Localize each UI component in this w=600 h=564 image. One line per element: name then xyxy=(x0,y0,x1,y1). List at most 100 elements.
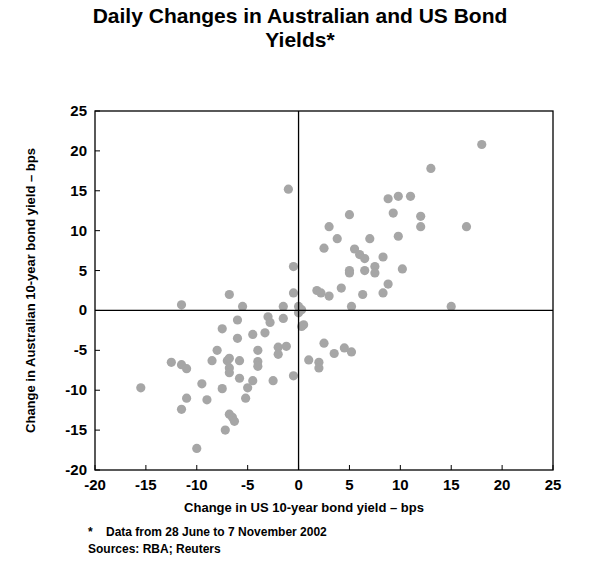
point xyxy=(319,244,328,253)
point xyxy=(398,264,407,273)
point xyxy=(426,164,435,173)
point xyxy=(218,384,227,393)
point xyxy=(136,383,145,392)
point xyxy=(406,192,415,201)
point xyxy=(182,364,191,373)
point xyxy=(289,262,298,271)
point xyxy=(370,268,379,277)
point xyxy=(207,356,216,365)
point xyxy=(416,222,425,231)
y-tick-label: 25 xyxy=(70,102,87,119)
point xyxy=(260,328,269,337)
point xyxy=(225,368,234,377)
point xyxy=(192,444,201,453)
point xyxy=(384,280,393,289)
point xyxy=(235,374,244,383)
point xyxy=(241,394,250,403)
point xyxy=(394,192,403,201)
y-tick-label: 15 xyxy=(70,182,87,199)
x-tick-label: 25 xyxy=(545,476,562,493)
x-tick xyxy=(400,465,401,470)
x-tick xyxy=(502,465,503,470)
point xyxy=(282,342,291,351)
point xyxy=(248,330,257,339)
point xyxy=(253,346,262,355)
x-axis-label: Change in US 10-year bond yield – bps xyxy=(184,500,424,515)
point xyxy=(337,284,346,293)
y-tick-label: -5 xyxy=(74,341,87,358)
point xyxy=(269,376,278,385)
x-tick xyxy=(298,465,299,470)
point xyxy=(284,185,293,194)
x-tick-label: -5 xyxy=(241,476,254,493)
y-tick xyxy=(95,230,100,231)
point xyxy=(394,232,403,241)
point xyxy=(477,140,486,149)
point xyxy=(213,346,222,355)
x-tick-label: 0 xyxy=(294,476,302,493)
point xyxy=(304,355,313,364)
point xyxy=(462,222,471,231)
point xyxy=(197,379,206,388)
point xyxy=(333,234,342,243)
point xyxy=(202,395,211,404)
x-tick xyxy=(196,465,197,470)
point xyxy=(316,288,325,297)
point xyxy=(447,302,456,311)
point xyxy=(389,209,398,218)
x-tick xyxy=(553,465,554,470)
x-tick xyxy=(95,465,96,470)
point xyxy=(347,302,356,311)
x-tick-label: 5 xyxy=(345,476,353,493)
point xyxy=(238,302,247,311)
y-tick xyxy=(95,270,100,271)
point xyxy=(225,290,234,299)
y-tick-label: 5 xyxy=(79,262,87,279)
x-tick-label: 10 xyxy=(392,476,409,493)
y-tick xyxy=(95,470,100,471)
x-tick-label: -20 xyxy=(84,476,106,493)
point xyxy=(265,318,274,327)
point xyxy=(384,194,393,203)
point xyxy=(358,290,367,299)
point xyxy=(274,350,283,359)
point xyxy=(177,300,186,309)
point xyxy=(233,334,242,343)
point xyxy=(324,291,333,300)
point xyxy=(319,339,328,348)
plot-frame xyxy=(95,111,553,470)
point xyxy=(345,210,354,219)
footnote: * Data from 28 June to 7 November 2002 xyxy=(88,525,327,539)
y-tick xyxy=(95,390,100,391)
point xyxy=(365,234,374,243)
y-tick xyxy=(95,310,100,311)
point xyxy=(233,315,242,324)
point xyxy=(235,356,244,365)
point xyxy=(416,212,425,221)
x-tick-label: -15 xyxy=(135,476,157,493)
point xyxy=(347,347,356,356)
chart-title: Daily Changes in Australian and US Bond … xyxy=(90,4,510,52)
point xyxy=(345,268,354,277)
y-tick-label: -15 xyxy=(65,421,87,438)
point xyxy=(279,314,288,323)
point xyxy=(230,417,239,426)
y-tick xyxy=(95,190,100,191)
point xyxy=(289,371,298,380)
point xyxy=(378,288,387,297)
y-tick xyxy=(95,430,100,431)
y-zero-axis xyxy=(298,111,299,470)
point xyxy=(167,358,176,367)
x-tick-label: -10 xyxy=(186,476,208,493)
point xyxy=(182,394,191,403)
chart: -20-15-10-50510152025-20-15-10-505101520… xyxy=(0,0,600,564)
y-tick xyxy=(95,150,100,151)
x-tick xyxy=(247,465,248,470)
point xyxy=(360,254,369,263)
x-tick-label: 20 xyxy=(494,476,511,493)
y-axis-label: Change in Australian 10-year bond yield … xyxy=(23,148,38,433)
y-tick-label: -20 xyxy=(65,461,87,478)
x-tick xyxy=(451,465,452,470)
y-tick-label: 10 xyxy=(70,222,87,239)
point xyxy=(314,363,323,372)
